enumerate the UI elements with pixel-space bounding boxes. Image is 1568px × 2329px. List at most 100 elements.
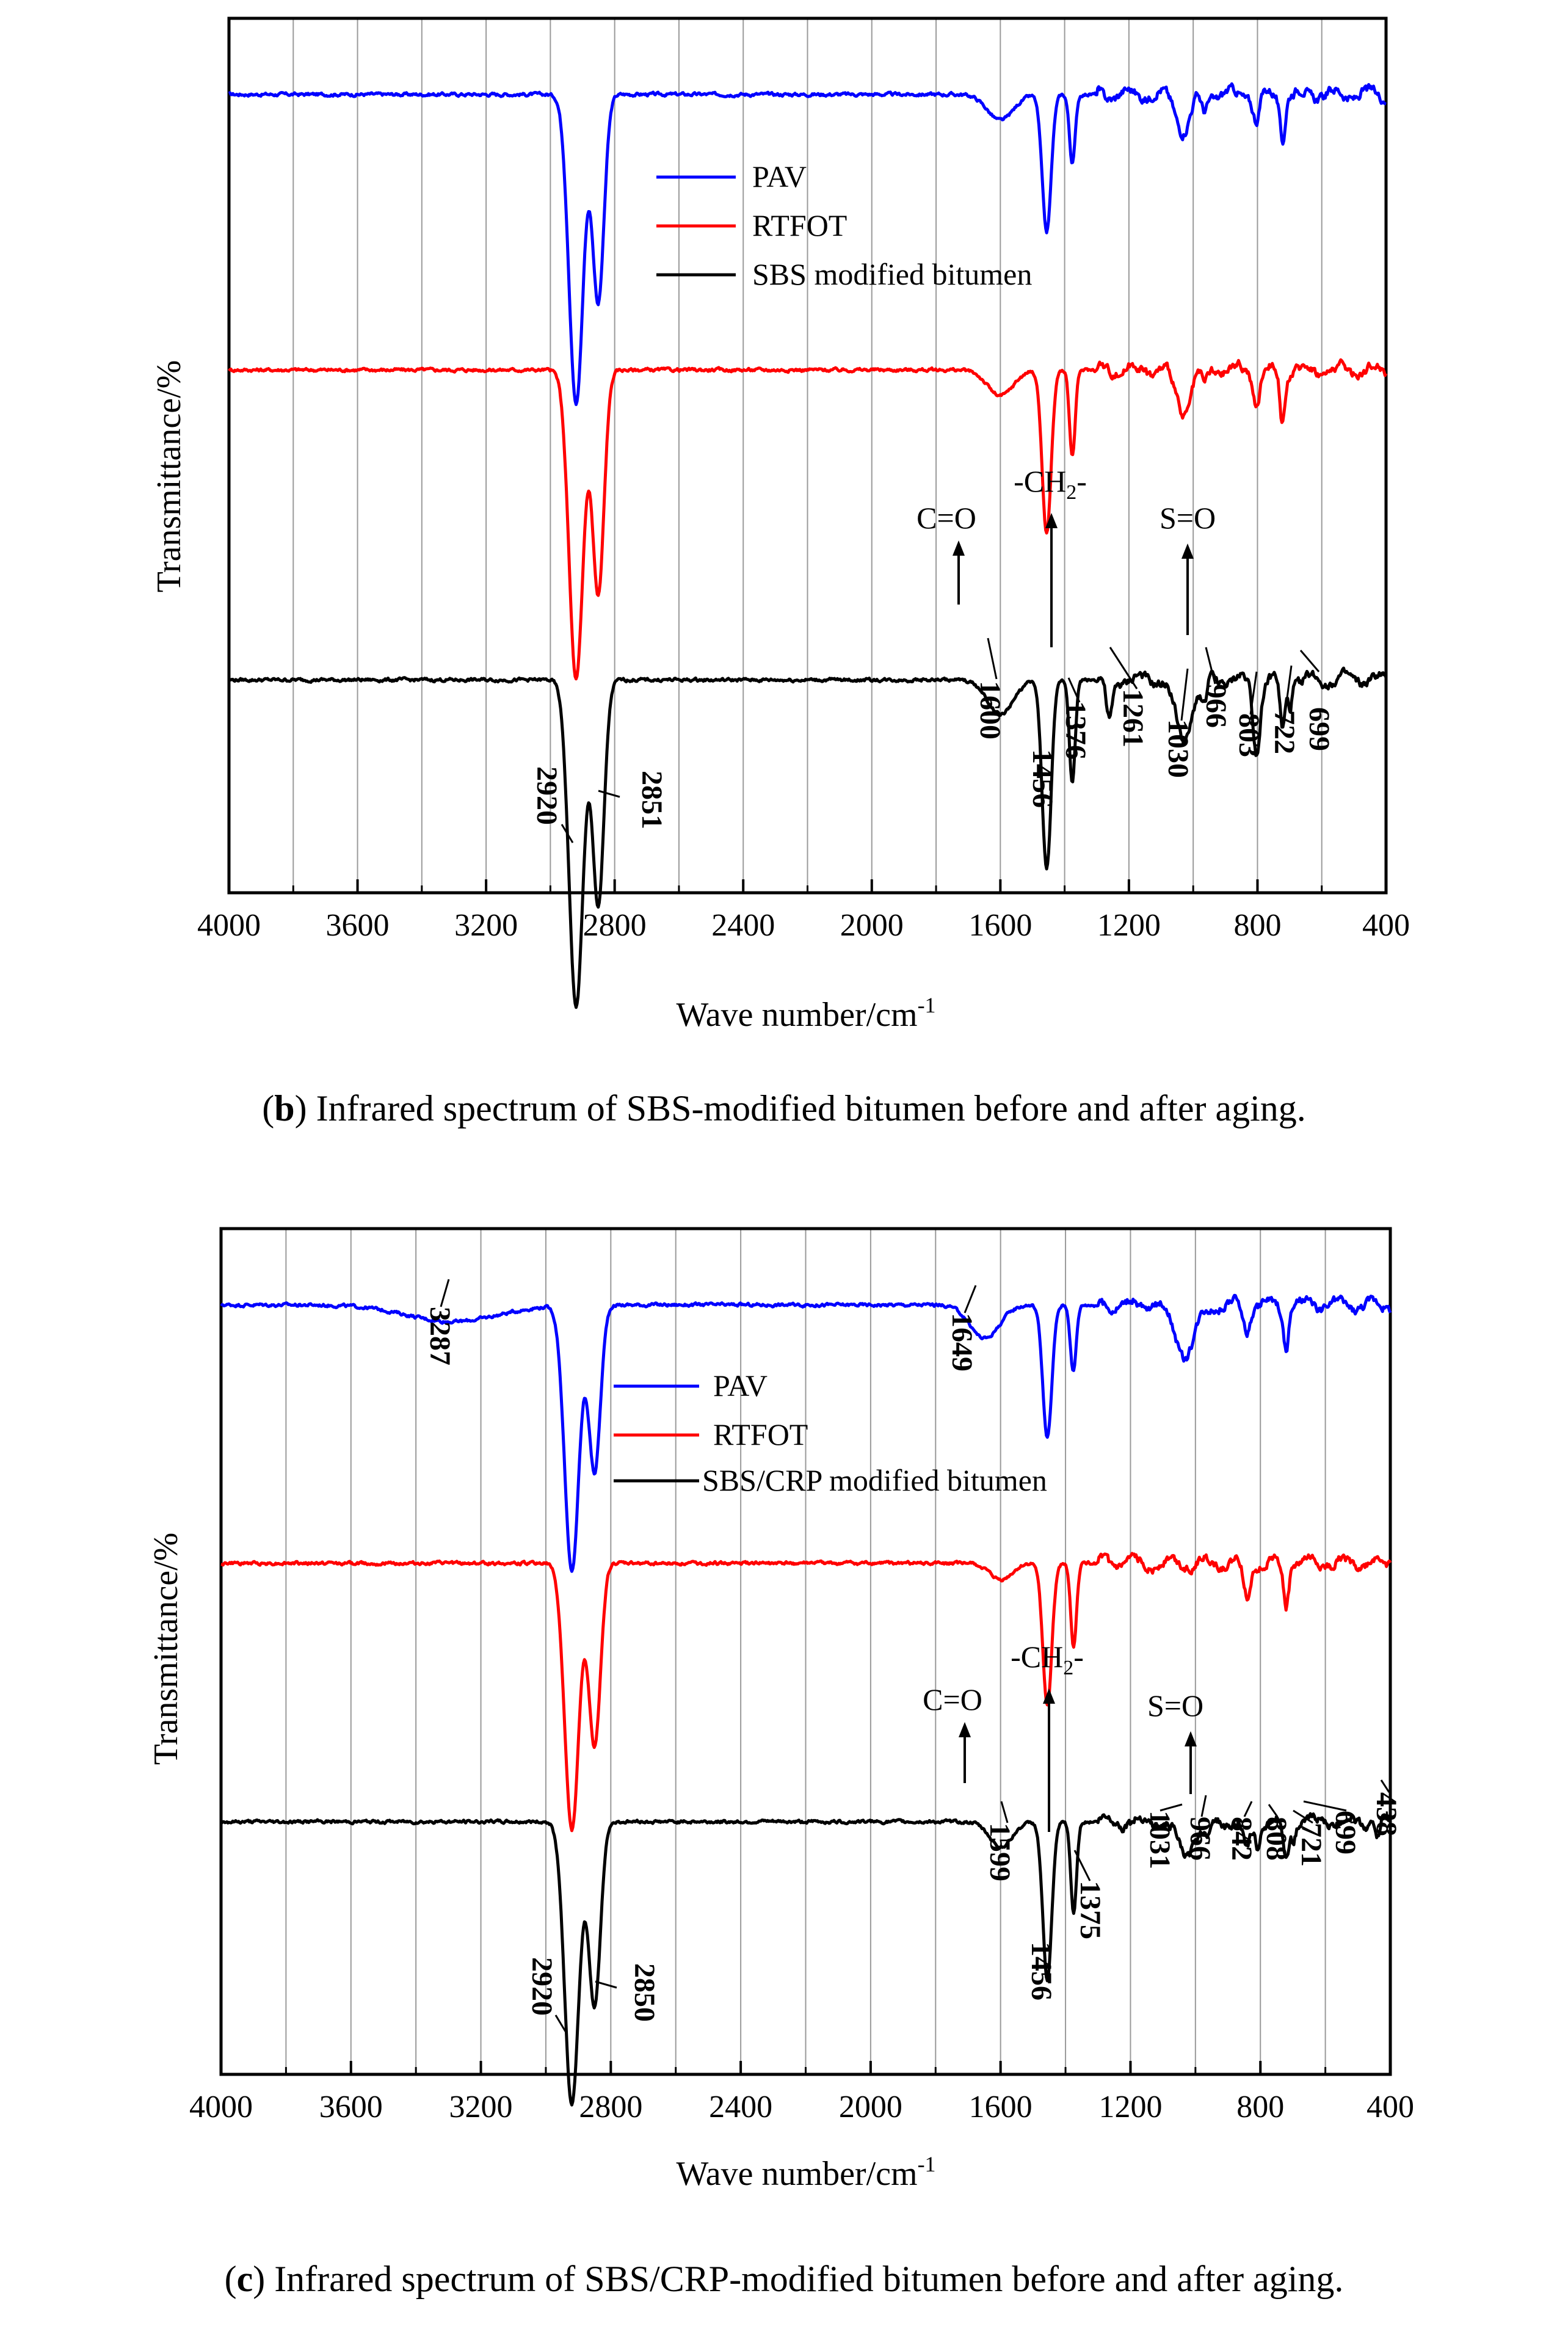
peak-leader-1031-c [1160,1803,1183,1812]
series-line-pav [228,82,1387,406]
peak-label-842-c: 842 [1225,1817,1258,1861]
legend-label-pav-b: PAV [752,159,807,194]
peak-label-2850-c: 2850 [628,1963,661,2022]
x-tick-label: 2800 [583,908,647,943]
peak-leader-1600-b [987,638,998,680]
grid-lines-b [292,18,1323,893]
x-tick-label: 2800 [579,2090,642,2124]
peak-label-1456-b: 1456 [1026,749,1059,808]
peak-leader-1649-c [964,1285,977,1313]
group-label-so-b: S=O [1160,501,1216,535]
x-tick-label: 1600 [968,908,1032,943]
peak-leader-966-b [1205,647,1216,685]
peak-label-2851-b: 2851 [636,771,668,829]
peak-label-1649-c: 1649 [946,1313,978,1372]
peak-label-2920-b: 2920 [531,766,563,825]
peak-labels-c: 3287 1649 2920 2850 1599 1456 1375 1031 … [424,1279,1403,2034]
arrowhead-co-c [959,1722,971,1737]
group-annotations-b: C=O -CH2- S=O [916,464,1216,647]
chart-panel-c: 4000 3600 3200 2800 2400 2000 1600 1200 800 400 W… [147,1227,1414,2299]
peak-label-699-c: 699 [1329,1811,1362,1855]
series-line-sbs-modified-bitumen [228,666,1388,1009]
arrowhead-ch2-c [1043,1688,1055,1704]
group-label-so-c: S=O [1147,1688,1203,1723]
caption-c: (c) Infrared spectrum of SBS/CRP-modifie… [225,2259,1344,2299]
x-tick-labels-b: 4000 3600 3200 2800 2400 2000 1600 1200 800 400 [197,908,1410,943]
arrowhead-co-b [953,540,965,556]
series-layer-b [228,82,1388,1009]
series-line-rtfot [228,358,1388,681]
peak-leader-808-c [1268,1804,1279,1817]
series-line-pav [220,1293,1392,1573]
x-tick-label: 1200 [1098,2090,1162,2124]
peak-label-438-c: 438 [1370,1792,1403,1836]
chart-panel-b: 4000 3600 3200 2800 2400 2000 1600 1200 800 400 W… [150,16,1410,1128]
peak-label-3287-c: 3287 [424,1307,456,1365]
series-line-sbs-crp-modified-bitumen [220,1812,1392,2107]
y-axis-title-c: Transmittance/% [147,1533,185,1765]
peak-leader-2851-b [598,790,620,798]
arrowhead-so-c [1185,1731,1197,1746]
legend-label-sbs-b: SBS modified bitumen [752,257,1032,291]
peak-label-1376-b: 1376 [1059,701,1092,760]
peak-leader-2920-b [561,824,574,843]
peak-label-722-b: 722 [1268,710,1301,754]
peak-leader-722-b [1284,665,1293,712]
x-tick-label: 2400 [709,2090,772,2124]
peak-leader-438-c [1380,1779,1390,1793]
peak-label-1030-b: 1030 [1162,719,1194,778]
peak-label-966-b: 966 [1200,684,1232,728]
peak-leader-1375-c [1073,1850,1091,1881]
peak-leader-2920-c [554,2015,568,2034]
legend-c: PAV RTFOT SBS/CRP modified bitumen [614,1368,1047,1497]
legend-label-pav-c: PAV [713,1368,768,1403]
series-line-rtfot [220,1552,1392,1833]
peak-leader-803-b [1249,671,1258,715]
caption-b: (b) Infrared spectrum of SBS-modified bi… [262,1088,1306,1128]
arrowhead-so-b [1181,543,1194,559]
peak-leader-966-c [1200,1795,1207,1817]
x-tick-label: 2000 [839,2090,902,2124]
x-tick-label: 400 [1367,2090,1414,2124]
x-tick-label: 800 [1236,2090,1284,2124]
peak-label-699-b: 699 [1303,707,1335,751]
peak-label-1261-b: 1261 [1117,689,1149,747]
group-label-co-b: C=O [916,501,976,535]
peak-label-1599-c: 1599 [984,1823,1016,1881]
peak-leader-842-c [1243,1801,1253,1817]
peak-label-721-c: 721 [1295,1823,1327,1867]
x-tick-label: 1600 [969,2090,1033,2124]
x-axis-title-c: Wave number/cm-1 [676,2152,935,2193]
peak-label-1600-b: 1600 [974,681,1006,739]
grid-lines-c [285,1229,1326,2074]
x-tick-label: 4000 [197,908,261,943]
peak-leader-699-c [1303,1800,1347,1812]
series-layer-c [220,1293,1392,2107]
peak-leader-2850-c [595,1980,617,1989]
x-tick-label: 800 [1233,908,1281,943]
x-axis-title-b: Wave number/cm-1 [676,993,935,1034]
peak-label-808-c: 808 [1260,1817,1293,1861]
arrowhead-ch2-b [1045,513,1058,528]
x-tick-label: 3200 [454,908,518,943]
x-tick-label: 2000 [840,908,904,943]
peak-label-2920-c: 2920 [526,1957,558,2016]
peak-leader-1030-b [1180,668,1189,721]
x-tick-label: 1200 [1097,908,1161,943]
peak-leader-699-b [1299,650,1320,672]
legend-b: PAV RTFOT SBS modified bitumen [656,159,1032,291]
peak-label-1375-c: 1375 [1074,1881,1106,1939]
group-label-co-c: C=O [923,1682,982,1717]
legend-label-sbs-c: SBS/CRP modified bitumen [702,1463,1047,1497]
x-tick-labels-c: 4000 3600 3200 2800 2400 2000 1600 1200 800 400 [189,2090,1414,2124]
x-tick-marks-b [228,879,1387,893]
peak-leader-1261-b [1109,647,1138,689]
peak-leader-1376-b [1067,677,1081,703]
x-tick-label: 4000 [189,2090,253,2124]
peak-label-1031-c: 1031 [1144,1811,1176,1869]
legend-label-rtfot-c: RTFOT [713,1417,808,1452]
peak-label-966-c: 966 [1184,1817,1216,1861]
peak-label-803-b: 803 [1233,713,1265,757]
x-tick-label: 3600 [326,908,390,943]
